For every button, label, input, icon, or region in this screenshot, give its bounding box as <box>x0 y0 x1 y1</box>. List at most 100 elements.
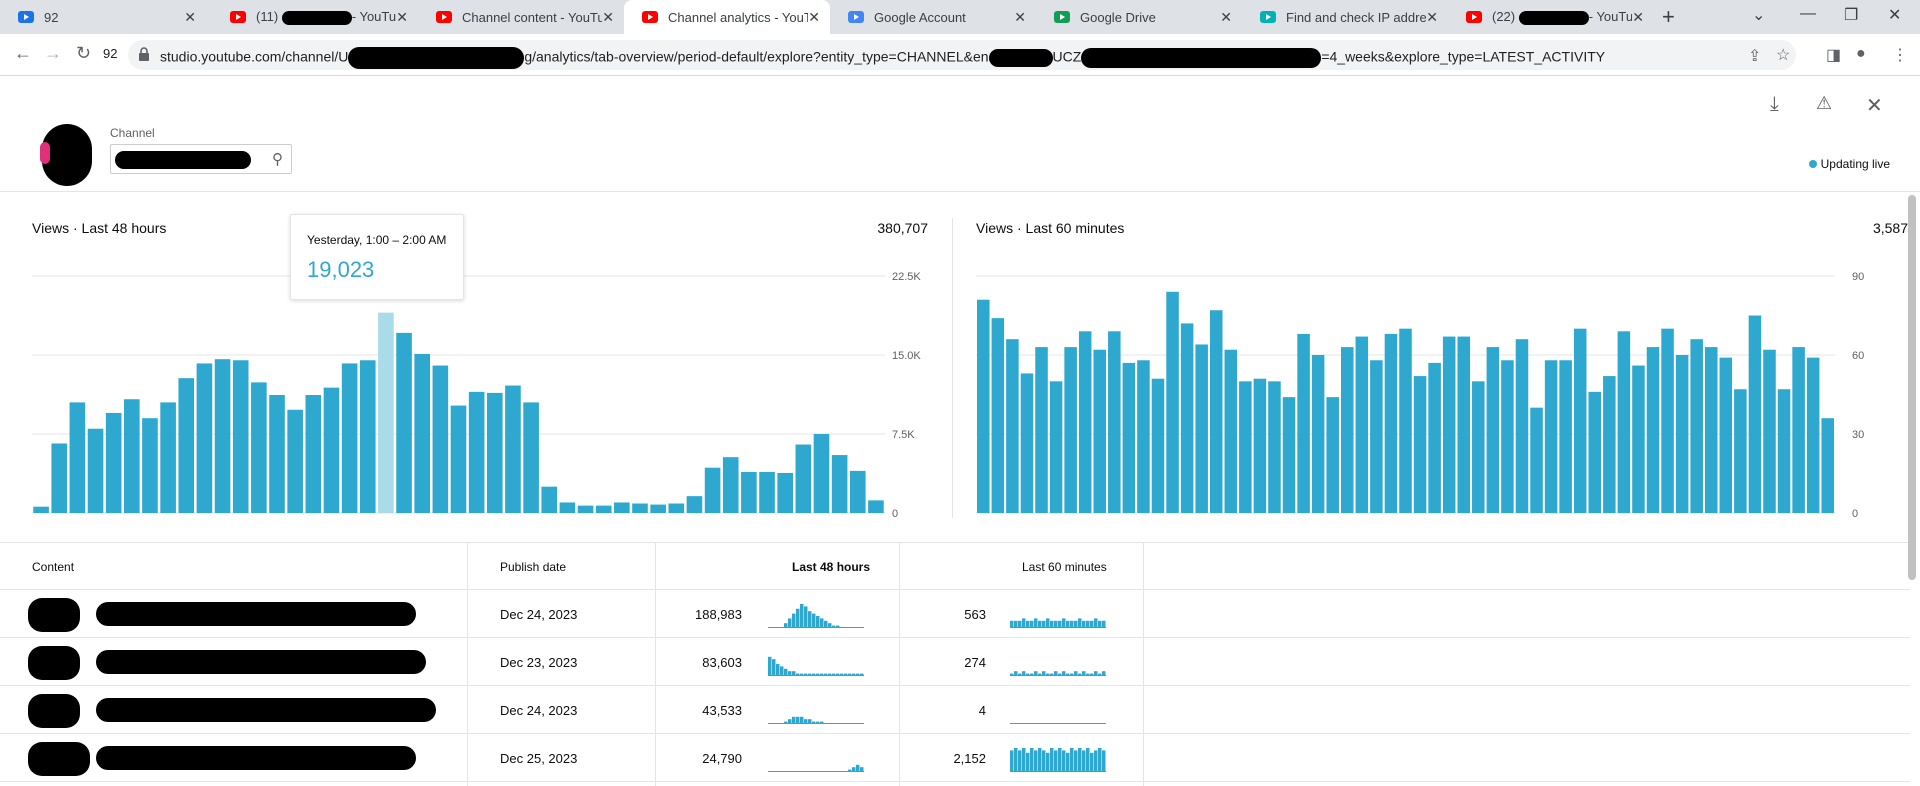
bar[interactable] <box>849 470 866 513</box>
close-window-icon[interactable]: ✕ <box>1888 7 1902 24</box>
video-title-redacted[interactable] <box>96 746 416 770</box>
bar[interactable] <box>777 472 793 513</box>
video-thumbnail[interactable] <box>28 646 80 680</box>
bar[interactable] <box>1661 328 1674 513</box>
close-tab-icon[interactable]: ✕ <box>184 9 196 25</box>
bar[interactable] <box>232 360 249 513</box>
bar[interactable] <box>51 443 68 513</box>
close-tab-icon[interactable]: ✕ <box>808 9 820 25</box>
video-thumbnail[interactable] <box>28 598 80 632</box>
bar[interactable] <box>287 409 303 513</box>
bar[interactable] <box>1180 323 1194 513</box>
bar[interactable] <box>341 363 358 513</box>
bar[interactable] <box>105 412 122 513</box>
bar[interactable] <box>432 365 449 513</box>
bar[interactable] <box>1297 333 1310 513</box>
bar[interactable] <box>1355 336 1369 513</box>
close-tab-icon[interactable]: ✕ <box>1220 9 1232 25</box>
bar[interactable] <box>632 503 648 513</box>
search-icon[interactable]: ⚲ <box>272 151 283 168</box>
bookmark-star-icon[interactable]: ☆ <box>1776 47 1791 64</box>
bar[interactable] <box>1384 333 1398 513</box>
tab-search-icon[interactable]: ⌄ <box>1752 7 1766 24</box>
download-icon[interactable]: ⤓ <box>1770 93 1779 115</box>
table-row[interactable]: Dec 23, 2023 83,603 274 <box>0 638 1910 686</box>
bar[interactable] <box>741 471 757 513</box>
back-icon[interactable]: ← <box>14 43 32 63</box>
close-tab-icon[interactable]: ✕ <box>396 9 408 25</box>
bar[interactable] <box>450 405 467 513</box>
browser-tab-1[interactable]: 92 ✕ <box>0 0 206 34</box>
side-panel-icon[interactable]: ◨ <box>1826 47 1842 64</box>
channel-search-input[interactable]: ⚲ <box>110 144 292 174</box>
bar[interactable] <box>1806 357 1820 513</box>
new-tab-button[interactable]: + <box>1662 4 1675 29</box>
bar[interactable] <box>1704 347 1718 513</box>
bar[interactable] <box>1515 339 1529 513</box>
bar[interactable] <box>1268 381 1281 513</box>
bar[interactable] <box>359 360 376 513</box>
bar[interactable] <box>1341 347 1354 513</box>
bar[interactable] <box>196 363 213 513</box>
bar[interactable] <box>486 392 503 513</box>
bar[interactable] <box>722 457 739 513</box>
bar[interactable] <box>1311 355 1325 513</box>
forward-icon[interactable]: → <box>44 43 62 63</box>
menu-icon[interactable]: ⋮ <box>1892 47 1908 64</box>
bar[interactable] <box>1224 349 1238 513</box>
bar[interactable] <box>69 402 86 513</box>
header-last-60-minutes[interactable]: Last 60 minutes <box>1022 560 1107 574</box>
table-row[interactable]: Dec 25, 2023 24,790 2,152 <box>0 734 1910 782</box>
bar[interactable] <box>124 399 140 513</box>
bar[interactable] <box>1588 391 1602 513</box>
bar[interactable] <box>1734 389 1747 513</box>
bar[interactable] <box>1501 360 1514 513</box>
browser-tab-4[interactable]: Channel analytics - YouTube✕ <box>624 0 830 34</box>
bar[interactable] <box>414 353 431 513</box>
video-thumbnail[interactable] <box>28 742 90 776</box>
share-icon[interactable]: ⇪ <box>1748 48 1762 65</box>
browser-tab-2[interactable]: (11) - YouTube✕ <box>212 0 418 34</box>
bar[interactable] <box>1035 347 1048 513</box>
bar[interactable] <box>1326 397 1339 513</box>
page-scrollbar[interactable] <box>1908 195 1916 580</box>
bar[interactable] <box>33 506 49 513</box>
video-title-redacted[interactable] <box>96 602 416 626</box>
bar[interactable] <box>396 332 412 513</box>
bar[interactable] <box>868 500 884 513</box>
bar[interactable] <box>759 471 775 513</box>
browser-tab-6[interactable]: Google Drive ✕ <box>1036 0 1242 34</box>
bar[interactable] <box>1078 331 1092 513</box>
restore-icon[interactable]: ❐ <box>1844 7 1859 24</box>
header-publish-date[interactable]: Publish date <box>500 560 567 574</box>
bar[interactable] <box>577 505 594 513</box>
bar[interactable] <box>1763 349 1776 513</box>
video-thumbnail[interactable] <box>28 694 80 728</box>
address-bar[interactable]: studio.youtube.com/channel/U g/analytics/… <box>128 40 1796 70</box>
bar[interactable] <box>795 444 812 513</box>
bar[interactable] <box>1559 360 1572 513</box>
header-content[interactable]: Content <box>32 560 75 574</box>
browser-tab-7[interactable]: Find and check IP address ✕ <box>1242 0 1448 34</box>
header-last-48-hours[interactable]: Last 48 hours <box>792 560 871 574</box>
bar[interactable] <box>686 496 703 513</box>
bar[interactable] <box>1777 389 1791 513</box>
close-tab-icon[interactable]: ✕ <box>1632 9 1644 25</box>
bar[interactable] <box>1413 376 1427 513</box>
bar[interactable] <box>1093 349 1107 513</box>
bar[interactable] <box>650 504 666 513</box>
bar[interactable] <box>87 428 104 513</box>
bar[interactable] <box>1253 378 1267 513</box>
bar[interactable] <box>323 387 340 513</box>
bar[interactable] <box>1573 328 1587 513</box>
video-title-redacted[interactable] <box>96 698 436 722</box>
bar[interactable] <box>1137 360 1150 513</box>
bar[interactable] <box>1239 381 1252 513</box>
bar[interactable] <box>1282 397 1296 513</box>
bar[interactable] <box>1675 355 1689 513</box>
bar[interactable] <box>813 434 830 513</box>
bar[interactable] <box>1166 291 1179 513</box>
bar[interactable] <box>704 467 721 513</box>
bar[interactable] <box>1122 362 1136 513</box>
bar[interactable] <box>559 502 576 513</box>
